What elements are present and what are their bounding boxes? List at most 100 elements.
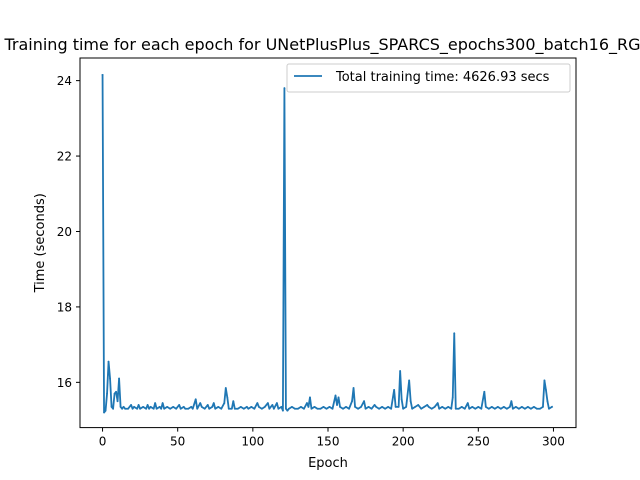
data-point xyxy=(122,405,125,408)
data-point xyxy=(551,405,553,408)
data-point xyxy=(257,405,260,408)
data-point xyxy=(161,402,164,404)
data-point xyxy=(239,405,242,408)
data-point xyxy=(276,402,278,404)
chart-title: Training time for each epoch for UNetPlu… xyxy=(3,35,640,55)
data-point xyxy=(420,407,423,410)
axes-background xyxy=(80,58,576,428)
data-point xyxy=(454,407,457,410)
data-point xyxy=(397,405,400,408)
legend-label: Total training time: 4626.93 secs xyxy=(335,70,550,85)
data-point xyxy=(384,407,387,410)
data-point xyxy=(405,405,408,408)
data-point xyxy=(457,407,460,410)
data-point xyxy=(169,407,172,410)
data-point xyxy=(208,407,211,410)
data-point xyxy=(166,405,169,408)
data-point xyxy=(160,407,163,410)
data-point xyxy=(106,392,108,395)
y-tick-label: 22 xyxy=(57,150,72,164)
data-point xyxy=(214,407,217,410)
data-point xyxy=(256,402,259,404)
data-point xyxy=(116,400,119,403)
data-point xyxy=(542,405,544,408)
y-axis-ticks: 16 18 20 22 24 xyxy=(57,74,80,390)
data-point xyxy=(142,405,145,408)
data-point xyxy=(484,405,487,408)
data-point xyxy=(175,407,178,410)
data-point xyxy=(328,405,331,408)
data-points xyxy=(101,74,553,414)
x-tick-label: 0 xyxy=(99,435,107,449)
data-point xyxy=(247,407,250,410)
data-point xyxy=(283,87,286,90)
data-point xyxy=(309,396,311,399)
data-point xyxy=(220,407,223,410)
data-point xyxy=(487,407,490,410)
data-point xyxy=(460,405,463,408)
data-point xyxy=(146,404,149,406)
x-tick-label: 150 xyxy=(317,435,340,449)
y-axis-label: Time (seconds) xyxy=(33,193,48,293)
data-point xyxy=(423,405,426,408)
data-point xyxy=(468,407,471,410)
data-point xyxy=(427,405,430,408)
data-point xyxy=(211,405,214,408)
data-point xyxy=(325,407,328,410)
data-point xyxy=(474,407,477,410)
data-point xyxy=(414,405,417,408)
data-point xyxy=(307,405,310,408)
data-point xyxy=(203,407,206,410)
data-point xyxy=(539,407,541,410)
data-point xyxy=(104,409,107,412)
data-point xyxy=(496,405,499,408)
x-tick-label: 200 xyxy=(392,435,415,449)
data-point xyxy=(524,407,526,410)
data-point xyxy=(354,405,356,408)
data-point xyxy=(163,407,166,410)
data-point xyxy=(331,407,334,410)
data-point xyxy=(514,405,517,408)
data-point xyxy=(510,400,513,403)
data-point xyxy=(408,379,411,382)
data-point xyxy=(206,404,209,406)
data-point xyxy=(272,407,275,410)
data-point xyxy=(334,394,337,397)
data-point xyxy=(103,411,105,414)
data-point xyxy=(527,405,529,408)
data-point xyxy=(447,405,450,408)
data-point xyxy=(124,407,126,410)
data-point xyxy=(337,396,340,399)
data-point xyxy=(402,407,405,410)
data-point xyxy=(145,407,148,410)
data-point xyxy=(306,402,308,404)
data-point xyxy=(217,405,220,408)
data-point xyxy=(199,402,202,404)
data-point xyxy=(520,405,523,408)
data-point xyxy=(336,404,338,406)
data-point xyxy=(194,398,197,401)
data-point xyxy=(101,74,104,76)
data-point xyxy=(453,332,456,335)
data-point xyxy=(502,405,505,408)
data-point xyxy=(118,377,120,380)
data-point xyxy=(352,387,355,389)
data-point xyxy=(466,402,469,404)
data-point xyxy=(282,409,284,412)
data-point xyxy=(112,407,114,410)
data-point xyxy=(107,360,110,363)
y-tick-label: 20 xyxy=(57,225,72,239)
data-point xyxy=(483,390,486,393)
data-point xyxy=(113,392,116,395)
data-point xyxy=(394,405,397,408)
data-point xyxy=(245,405,248,408)
data-point xyxy=(136,407,139,410)
data-point xyxy=(242,407,245,410)
data-point xyxy=(260,407,263,410)
data-point xyxy=(277,407,280,410)
data-point xyxy=(477,405,480,408)
data-point xyxy=(543,379,546,382)
data-point xyxy=(182,405,185,408)
data-point xyxy=(490,405,493,408)
